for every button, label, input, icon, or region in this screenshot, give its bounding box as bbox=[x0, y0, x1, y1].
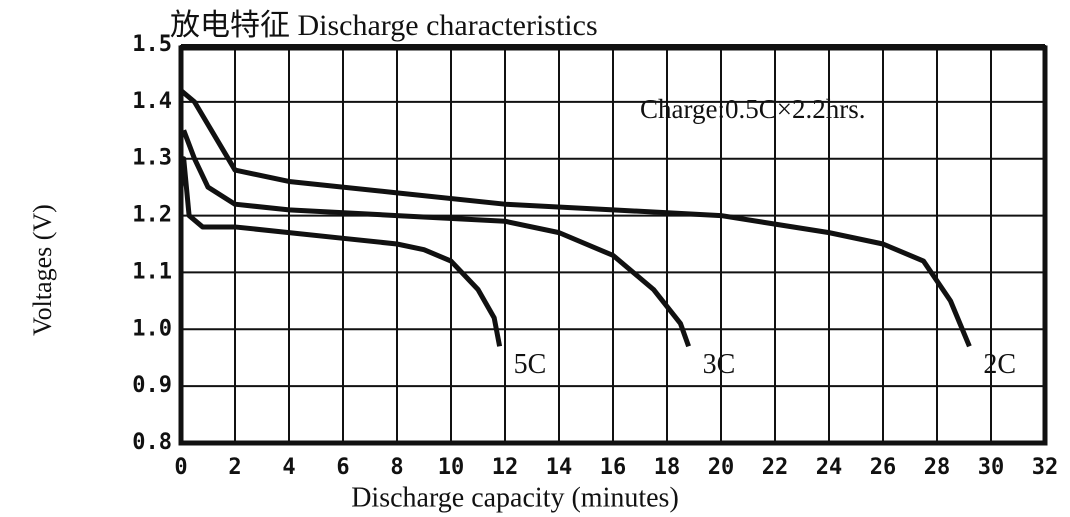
x-tick-label: 30 bbox=[978, 455, 1005, 480]
chart-title: 放电特征 Discharge characteristics bbox=[170, 9, 598, 42]
x-tick-label: 12 bbox=[492, 455, 519, 480]
line bbox=[181, 129, 691, 348]
x-tick-label: 20 bbox=[708, 455, 735, 480]
x-tick-label: 6 bbox=[336, 455, 349, 480]
y-axis-label: Voltages (V) bbox=[28, 204, 57, 336]
x-tick-label: 4 bbox=[282, 455, 295, 480]
x-tick-label: 26 bbox=[870, 455, 897, 480]
x-tick-label: 8 bbox=[390, 455, 403, 480]
y-tick-label: 0.9 bbox=[132, 373, 172, 398]
y-tick-label: 1.4 bbox=[132, 89, 172, 114]
x-tick-label: 28 bbox=[924, 455, 951, 480]
x-tick-label: 16 bbox=[600, 455, 627, 480]
y-tick-label: 1.1 bbox=[132, 259, 172, 284]
plot-frame bbox=[178, 45, 1048, 446]
x-tick-label: 18 bbox=[654, 455, 681, 480]
x-tick-label: 0 bbox=[174, 455, 187, 480]
x-tick-label: 24 bbox=[816, 455, 843, 480]
x-tick-label: 10 bbox=[438, 455, 465, 480]
x-tick-label: 2 bbox=[228, 455, 241, 480]
y-tick-label: 0.8 bbox=[132, 430, 172, 455]
y-tick-label: 1.5 bbox=[132, 32, 172, 57]
series-label: 2C bbox=[983, 349, 1016, 380]
line bbox=[178, 156, 503, 347]
x-tick-label: 22 bbox=[762, 455, 789, 480]
series-label: 5C bbox=[514, 349, 547, 380]
y-tick-label: 1.0 bbox=[132, 316, 172, 341]
y-tick-label: 1.3 bbox=[132, 146, 172, 171]
x-axis-label: Discharge capacity (minutes) bbox=[351, 482, 679, 513]
x-tick-label: 14 bbox=[546, 455, 573, 480]
annotation: Charge:0.5C×2.2hrs. bbox=[640, 94, 865, 124]
y-tick-label: 1.2 bbox=[132, 203, 172, 228]
x-tick-label: 32 bbox=[1032, 455, 1059, 480]
line bbox=[179, 88, 972, 348]
series-label: 3C bbox=[703, 349, 736, 380]
